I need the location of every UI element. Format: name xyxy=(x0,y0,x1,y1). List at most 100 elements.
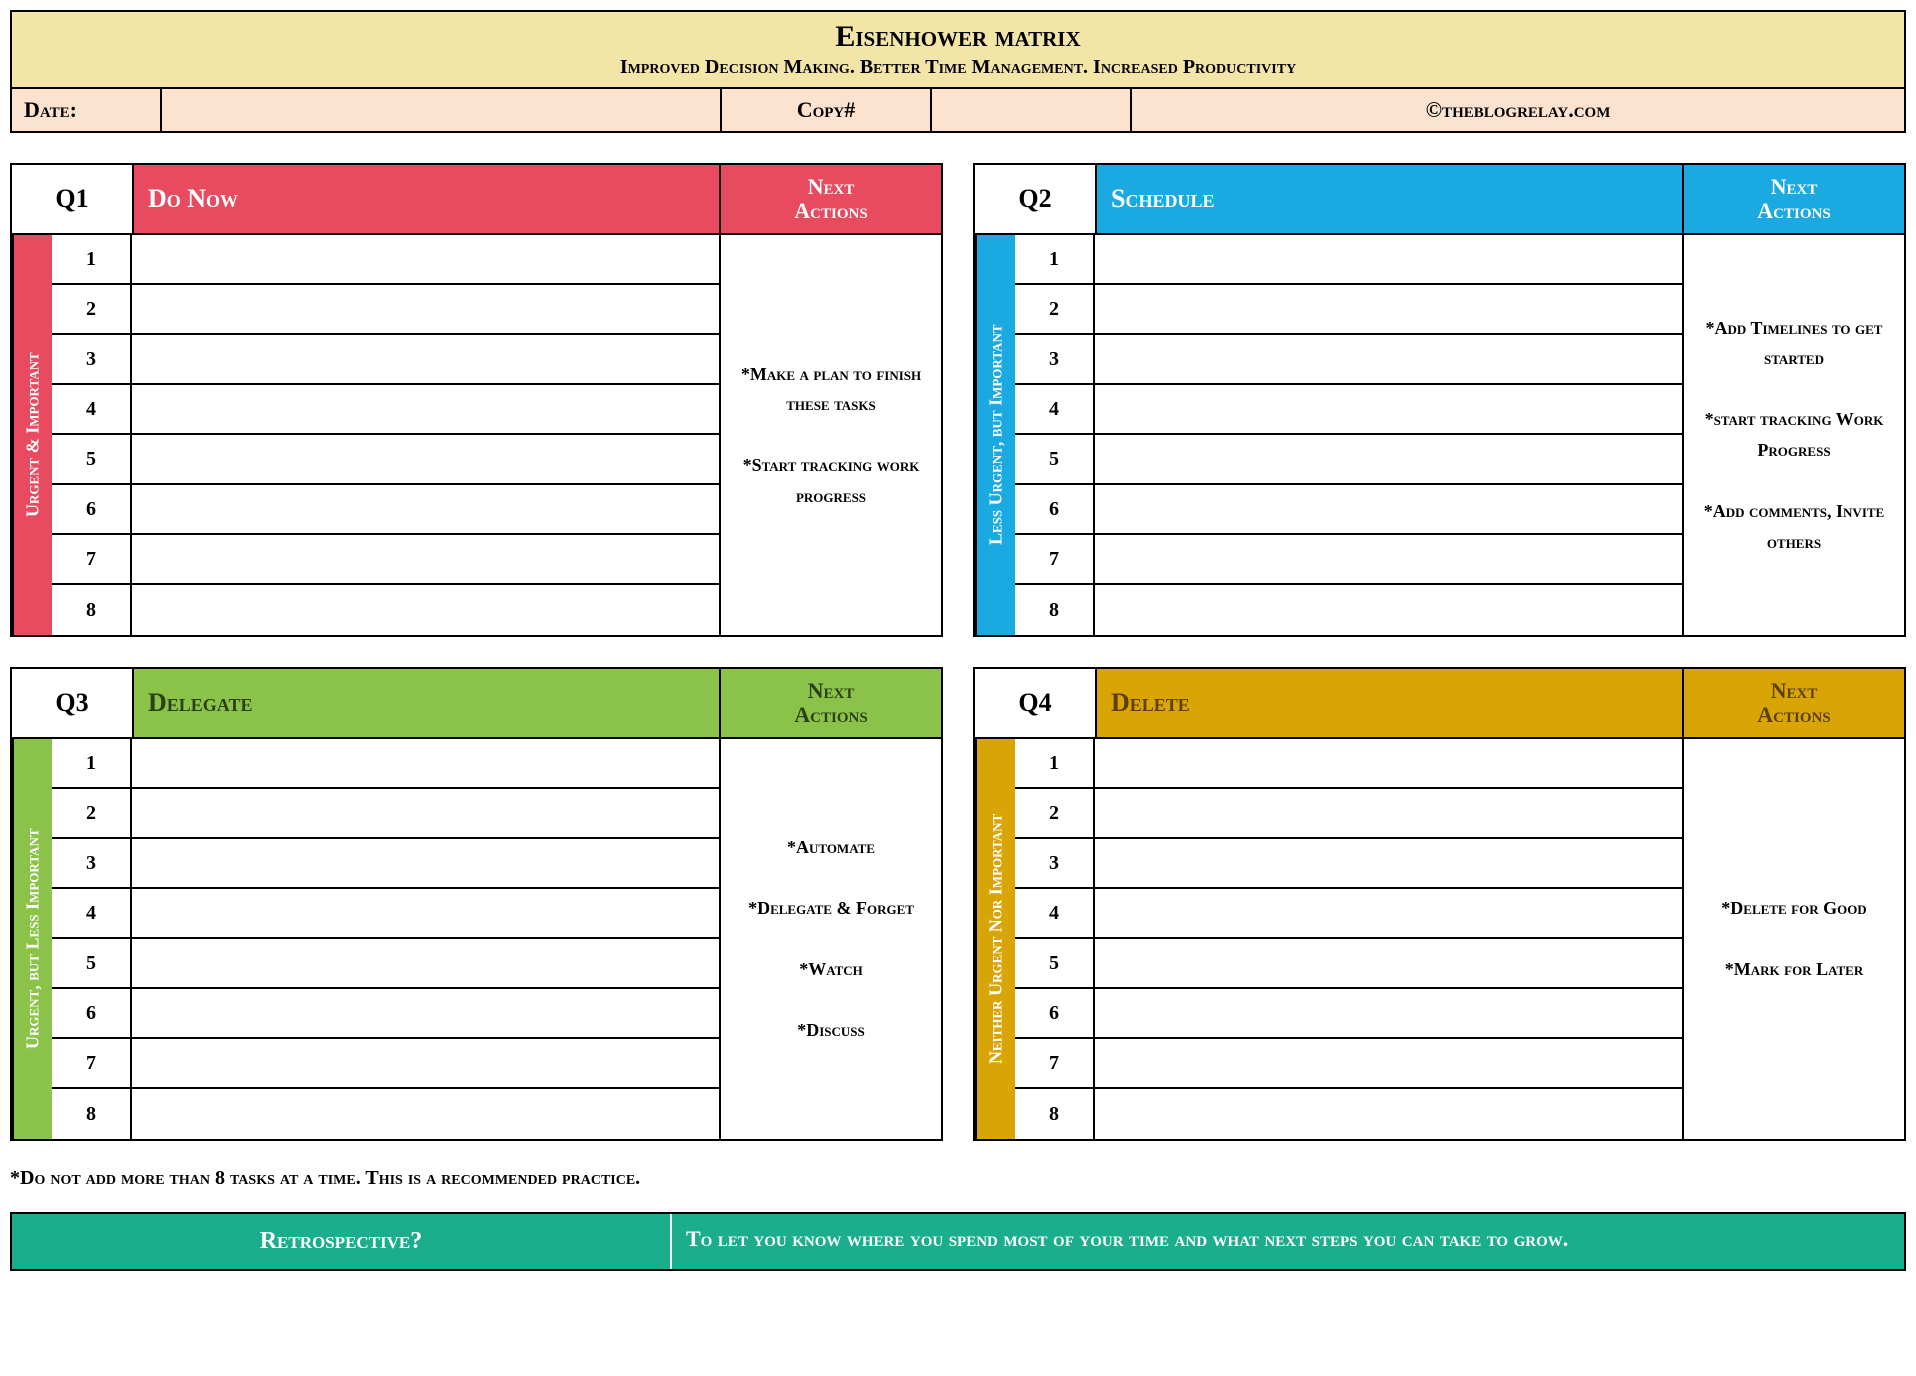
quadrants-grid: Q1Do NowNext ActionsUrgent & Important12… xyxy=(10,163,1906,1141)
task-cell[interactable] xyxy=(1095,485,1682,535)
task-cell[interactable] xyxy=(1095,1089,1682,1139)
row-number: 4 xyxy=(52,385,130,435)
page-subtitle: Improved Decision Making. Better Time Ma… xyxy=(12,56,1904,87)
quadrant-side-label: Urgent & Important xyxy=(12,235,52,635)
quadrant-body: Neither Urgent Nor Important12345678*Del… xyxy=(975,739,1904,1139)
quadrant-id: Q1 xyxy=(12,165,132,233)
row-number: 4 xyxy=(1015,889,1093,939)
task-cell[interactable] xyxy=(132,889,719,939)
row-number: 7 xyxy=(52,1039,130,1089)
row-number: 5 xyxy=(52,435,130,485)
quadrant-header: Q4DeleteNext Actions xyxy=(975,669,1904,739)
task-cell[interactable] xyxy=(1095,535,1682,585)
date-label: Date: xyxy=(12,89,162,131)
task-cell[interactable] xyxy=(1095,939,1682,989)
task-cell[interactable] xyxy=(1095,585,1682,635)
task-cell[interactable] xyxy=(1095,989,1682,1039)
task-cell[interactable] xyxy=(1095,1039,1682,1089)
task-cell[interactable] xyxy=(1095,789,1682,839)
row-number: 6 xyxy=(1015,485,1093,535)
task-cell[interactable] xyxy=(132,285,719,335)
task-cell[interactable] xyxy=(1095,235,1682,285)
quadrant-body: Urgent & Important12345678*Make a plan t… xyxy=(12,235,941,635)
quadrant-id: Q4 xyxy=(975,669,1095,737)
task-cell[interactable] xyxy=(132,385,719,435)
row-number: 1 xyxy=(52,739,130,789)
title-section: Eisenhower matrix Improved Decision Maki… xyxy=(12,12,1904,87)
task-cell[interactable] xyxy=(1095,285,1682,335)
next-actions-header: Next Actions xyxy=(721,669,941,737)
task-cell[interactable] xyxy=(1095,889,1682,939)
row-numbers: 12345678 xyxy=(1015,235,1095,635)
row-number: 2 xyxy=(1015,285,1093,335)
next-actions-header: Next Actions xyxy=(1684,165,1904,233)
task-cell[interactable] xyxy=(1095,739,1682,789)
row-numbers: 12345678 xyxy=(52,739,132,1139)
row-number: 2 xyxy=(1015,789,1093,839)
quadrant-q1: Q1Do NowNext ActionsUrgent & Important12… xyxy=(10,163,943,637)
retrospective-row: Retrospective? To let you know where you… xyxy=(10,1212,1906,1271)
quadrant-q4: Q4DeleteNext ActionsNeither Urgent Nor I… xyxy=(973,667,1906,1141)
row-number: 2 xyxy=(52,789,130,839)
task-column xyxy=(132,235,721,635)
row-number: 1 xyxy=(52,235,130,285)
row-number: 8 xyxy=(52,585,130,635)
credit: ©theblogrelay.com xyxy=(1132,89,1904,131)
task-cell[interactable] xyxy=(132,739,719,789)
row-number: 3 xyxy=(52,335,130,385)
row-number: 3 xyxy=(1015,839,1093,889)
row-number: 8 xyxy=(1015,1089,1093,1139)
task-cell[interactable] xyxy=(132,585,719,635)
row-number: 5 xyxy=(52,939,130,989)
task-column xyxy=(132,739,721,1139)
row-number: 1 xyxy=(1015,235,1093,285)
quadrant-side-label: Less Urgent, but Important xyxy=(975,235,1015,635)
quadrant-body: Less Urgent, but Important12345678 *Add T… xyxy=(975,235,1904,635)
task-cell[interactable] xyxy=(132,535,719,585)
next-actions-cell: *Delete for Good *Mark for Later xyxy=(1684,739,1904,1139)
task-cell[interactable] xyxy=(132,839,719,889)
copy-label: Copy# xyxy=(722,89,932,131)
task-cell[interactable] xyxy=(132,435,719,485)
next-actions-cell: *Make a plan to finish these tasks *Star… xyxy=(721,235,941,635)
row-number: 5 xyxy=(1015,939,1093,989)
task-cell[interactable] xyxy=(132,939,719,989)
quadrant-side-label: Neither Urgent Nor Important xyxy=(975,739,1015,1139)
row-number: 7 xyxy=(1015,1039,1093,1089)
next-actions-cell: *Automate *Delegate & Forget *Watch *Dis… xyxy=(721,739,941,1139)
task-cell[interactable] xyxy=(132,485,719,535)
next-actions-cell: *Add Timelines to get started *start tra… xyxy=(1684,235,1904,635)
row-number: 4 xyxy=(1015,385,1093,435)
quadrant-header: Q1Do NowNext Actions xyxy=(12,165,941,235)
task-cell[interactable] xyxy=(1095,839,1682,889)
task-cell[interactable] xyxy=(132,1089,719,1139)
task-cell[interactable] xyxy=(1095,335,1682,385)
next-actions-header: Next Actions xyxy=(721,165,941,233)
next-actions-header: Next Actions xyxy=(1684,669,1904,737)
task-cell[interactable] xyxy=(1095,435,1682,485)
page-title: Eisenhower matrix xyxy=(12,12,1904,56)
row-number: 2 xyxy=(52,285,130,335)
row-number: 6 xyxy=(52,989,130,1039)
row-number: 1 xyxy=(1015,739,1093,789)
task-cell[interactable] xyxy=(132,235,719,285)
date-value[interactable] xyxy=(162,89,722,131)
quadrant-header: Q3DelegateNext Actions xyxy=(12,669,941,739)
quadrant-body: Urgent, but Less Important12345678 *Autom… xyxy=(12,739,941,1139)
row-number: 8 xyxy=(1015,585,1093,635)
header-block: Eisenhower matrix Improved Decision Maki… xyxy=(10,10,1906,133)
quadrant-q3: Q3DelegateNext ActionsUrgent, but Less I… xyxy=(10,667,943,1141)
row-number: 7 xyxy=(1015,535,1093,585)
copy-value[interactable] xyxy=(932,89,1132,131)
task-cell[interactable] xyxy=(1095,385,1682,435)
task-cell[interactable] xyxy=(132,1039,719,1089)
quadrant-side-label: Urgent, but Less Important xyxy=(12,739,52,1139)
task-cell[interactable] xyxy=(132,335,719,385)
quadrant-title: Delete xyxy=(1095,669,1684,737)
quadrant-title: Delegate xyxy=(132,669,721,737)
task-cell[interactable] xyxy=(132,989,719,1039)
row-number: 6 xyxy=(52,485,130,535)
row-number: 5 xyxy=(1015,435,1093,485)
retrospective-text: To let you know where you spend most of … xyxy=(672,1214,1904,1269)
task-cell[interactable] xyxy=(132,789,719,839)
